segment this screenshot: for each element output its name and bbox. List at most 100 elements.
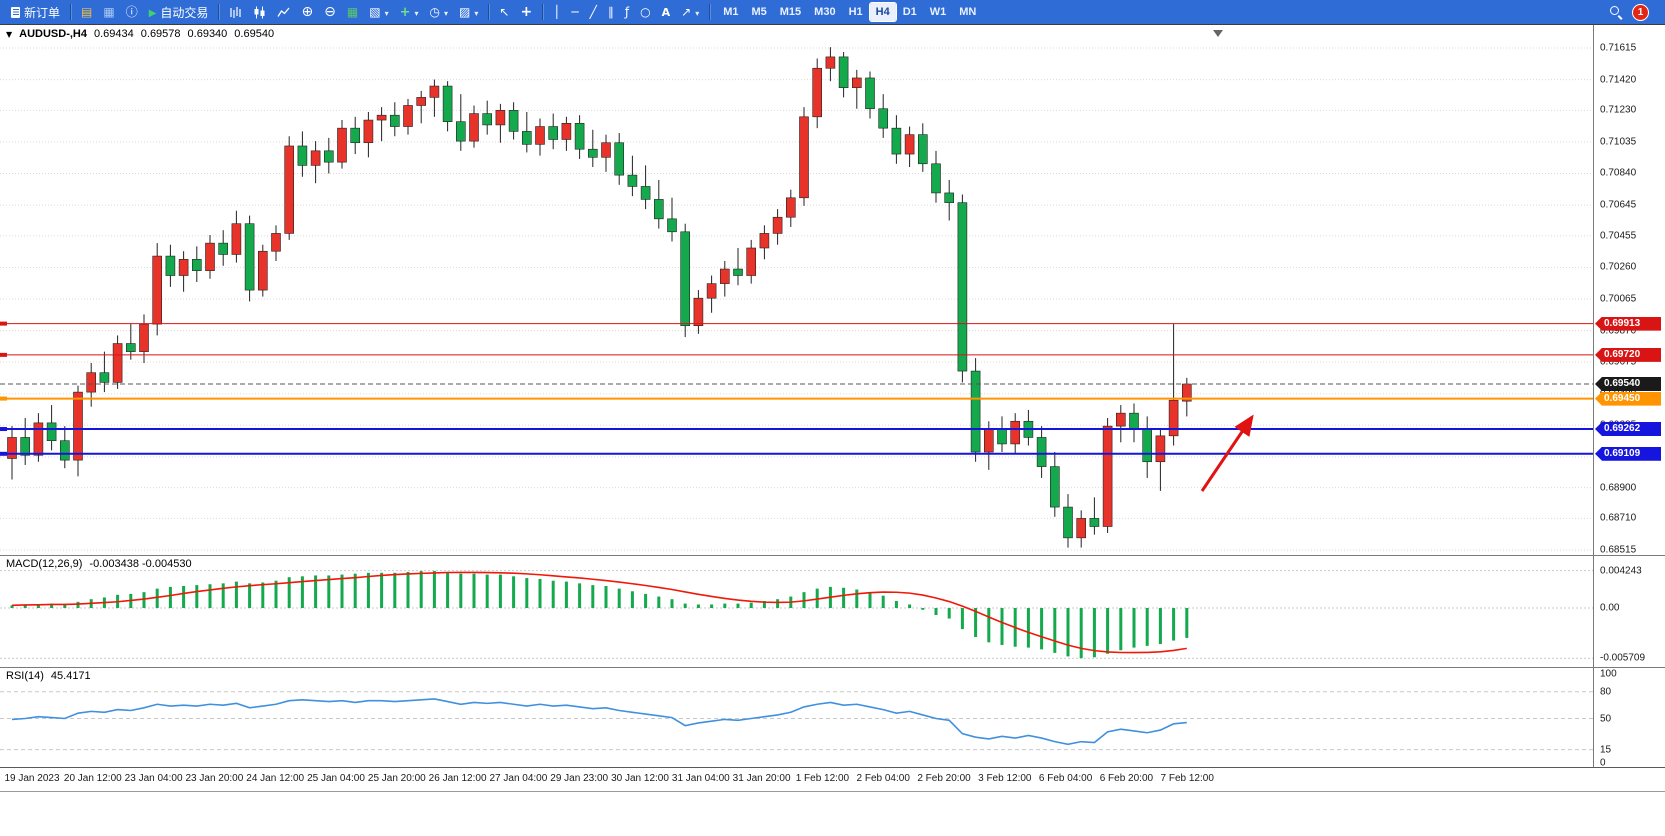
line-chart-type-icon[interactable] (272, 2, 295, 22)
tf-w1[interactable]: W1 (929, 6, 947, 18)
bottom-space (0, 792, 1665, 836)
tf-h4[interactable]: H4 (869, 3, 896, 21)
price-axis-tick: 0.68515 (1600, 544, 1637, 556)
chart-collapse-icon[interactable] (6, 28, 12, 40)
macd-axis-tick: 0.00 (1600, 602, 1620, 614)
tf-h1[interactable]: H1 (848, 6, 863, 18)
trendline-tool-icon[interactable] (585, 2, 602, 22)
shapes-tool-icon[interactable] (635, 2, 655, 22)
autotrading-button[interactable]: 自动交易 (144, 2, 214, 22)
rsi-plot[interactable]: RSI(14) 45.4171 (0, 668, 1593, 767)
info-icon[interactable] (121, 2, 143, 22)
crosshair-tool-icon[interactable] (515, 2, 537, 22)
tf-d1[interactable]: D1 (902, 6, 917, 18)
vertical-line-tool-icon[interactable] (548, 2, 565, 22)
rsi-section: RSI(14) 45.4171 100 80 50 15 0 (0, 668, 1665, 769)
price-axis-tick: 0.69675 (1600, 356, 1637, 368)
ohlc-close: 0.69540 (234, 28, 275, 40)
price-tag-0.69913: 0.69913 (1595, 316, 1661, 331)
chevron-down-icon (415, 5, 419, 19)
rsi-axis-tick: 100 (1600, 668, 1617, 680)
time-axis-label: 31 Jan 04:00 (671, 773, 730, 784)
templates-button[interactable] (454, 2, 483, 22)
horizontal-line-tool-icon[interactable] (566, 2, 583, 22)
chart-shift-marker (1213, 30, 1223, 37)
symbol-period-label: AUDUSD-,H4 (19, 28, 87, 40)
time-axis-label: 30 Jan 12:00 (611, 773, 669, 784)
time-axis[interactable]: 19 Jan 2023 20 Jan 12:00 23 Jan 04:00 23 Ja… (0, 768, 1665, 792)
tf-m1[interactable]: M1 (723, 6, 739, 18)
time-axis-label: 23 Jan 20:00 (185, 773, 244, 784)
price-chart-plot[interactable]: AUDUSD-,H4 0.69434 0.69578 0.69340 0.695… (0, 25, 1593, 555)
candlestick-chart-type-icon[interactable] (248, 2, 271, 22)
price-tag-0.69450: 0.69450 (1595, 391, 1661, 406)
arrows-tool-button[interactable] (676, 2, 704, 22)
new-chart-icon (369, 6, 380, 18)
tf-m30[interactable]: M30 (814, 6, 836, 18)
tile-windows-icon[interactable] (342, 2, 363, 22)
new-order-label: 新订单 (24, 5, 61, 20)
toolbar-separator (709, 4, 711, 20)
market-watch-icon[interactable] (76, 2, 97, 22)
notification-badge[interactable]: 1 (1632, 3, 1649, 21)
price-tag-0.69720: 0.69720 (1595, 347, 1661, 362)
macd-canvas[interactable] (0, 556, 1593, 667)
channel-tool-icon[interactable] (603, 2, 619, 22)
rsi-line (11, 698, 1187, 746)
new-chart-button[interactable] (364, 2, 393, 22)
search-icon[interactable] (1609, 5, 1623, 19)
price-axis-tick: 0.71230 (1600, 104, 1637, 116)
navigator-icon[interactable] (98, 2, 119, 22)
rsi-axis-tick: 15 (1600, 744, 1612, 756)
indicators-button[interactable] (395, 2, 424, 22)
time-axis-label: 2 Feb 20:00 (917, 773, 971, 784)
chevron-down-icon (474, 5, 478, 19)
toolbar-separator (70, 4, 72, 20)
fibonacci-tool-icon[interactable] (620, 2, 634, 22)
rsi-axis-tick: 80 (1600, 686, 1612, 698)
new-order-icon (11, 6, 20, 18)
time-axis-label: 27 Jan 04:00 (489, 773, 548, 784)
tf-m15[interactable]: M15 (779, 6, 802, 18)
rsi-axis[interactable]: 100 80 50 15 0 (1593, 668, 1665, 769)
time-axis-label: 6 Feb 20:00 (1099, 773, 1154, 784)
time-axis-label: 2 Feb 04:00 (856, 773, 910, 784)
text-tool-icon[interactable] (657, 2, 676, 22)
rsi-canvas[interactable] (0, 668, 1593, 767)
rsi-axis-tick: 0 (1600, 757, 1606, 769)
chart-header: AUDUSD-,H4 0.69434 0.69578 0.69340 0.695… (6, 28, 274, 40)
rsi-value: 45.4171 (50, 670, 91, 682)
rsi-axis-tick: 50 (1600, 713, 1612, 724)
new-order-button[interactable]: 新订单 (6, 2, 65, 22)
price-axis[interactable]: 0.71615 0.71420 0.71230 0.71035 0.70840 0.706… (1593, 25, 1665, 555)
bar-chart-type-icon[interactable] (224, 2, 247, 22)
price-axis-tick: 0.71035 (1600, 136, 1637, 148)
periods-button[interactable] (425, 2, 454, 22)
toolbar-separator (542, 4, 544, 20)
chevron-down-icon (444, 5, 448, 19)
time-axis-label: 20 Jan 12:00 (63, 773, 122, 784)
time-axis-label: 6 Feb 04:00 (1038, 773, 1093, 784)
price-axis-tick: 0.70260 (1600, 261, 1637, 273)
candlestick-canvas[interactable] (0, 25, 1593, 555)
autotrading-play-icon (149, 6, 157, 19)
macd-axis[interactable]: 0.004243 0.00 -0.005709 (1593, 556, 1665, 667)
macd-signal-line (11, 571, 1187, 654)
price-axis-tick: 0.70645 (1600, 199, 1637, 211)
price-axis-tick: 0.68710 (1600, 512, 1637, 524)
tf-m5[interactable]: M5 (751, 6, 767, 18)
price-axis-tick: 0.70065 (1600, 293, 1637, 305)
zoom-out-icon[interactable] (319, 2, 341, 22)
timeframe-switcher: M1 M5 M15 M30 H1 H4 D1 W1 MN (717, 3, 982, 21)
macd-axis-tick: 0.004243 (1600, 565, 1642, 577)
rsi-name: RSI(14) (6, 670, 44, 682)
zoom-in-icon[interactable] (296, 2, 318, 22)
price-axis-tick: 0.71615 (1600, 42, 1637, 54)
macd-values: -0.003438 -0.004530 (89, 558, 192, 570)
cursor-tool-icon[interactable] (494, 2, 514, 22)
time-axis-label: 25 Jan 04:00 (307, 773, 365, 784)
tf-mn[interactable]: MN (959, 6, 977, 18)
arrow-tool-icon (681, 6, 691, 18)
macd-plot[interactable]: MACD(12,26,9) -0.003438 -0.004530 (0, 556, 1593, 667)
add-indicator-icon (400, 6, 411, 19)
